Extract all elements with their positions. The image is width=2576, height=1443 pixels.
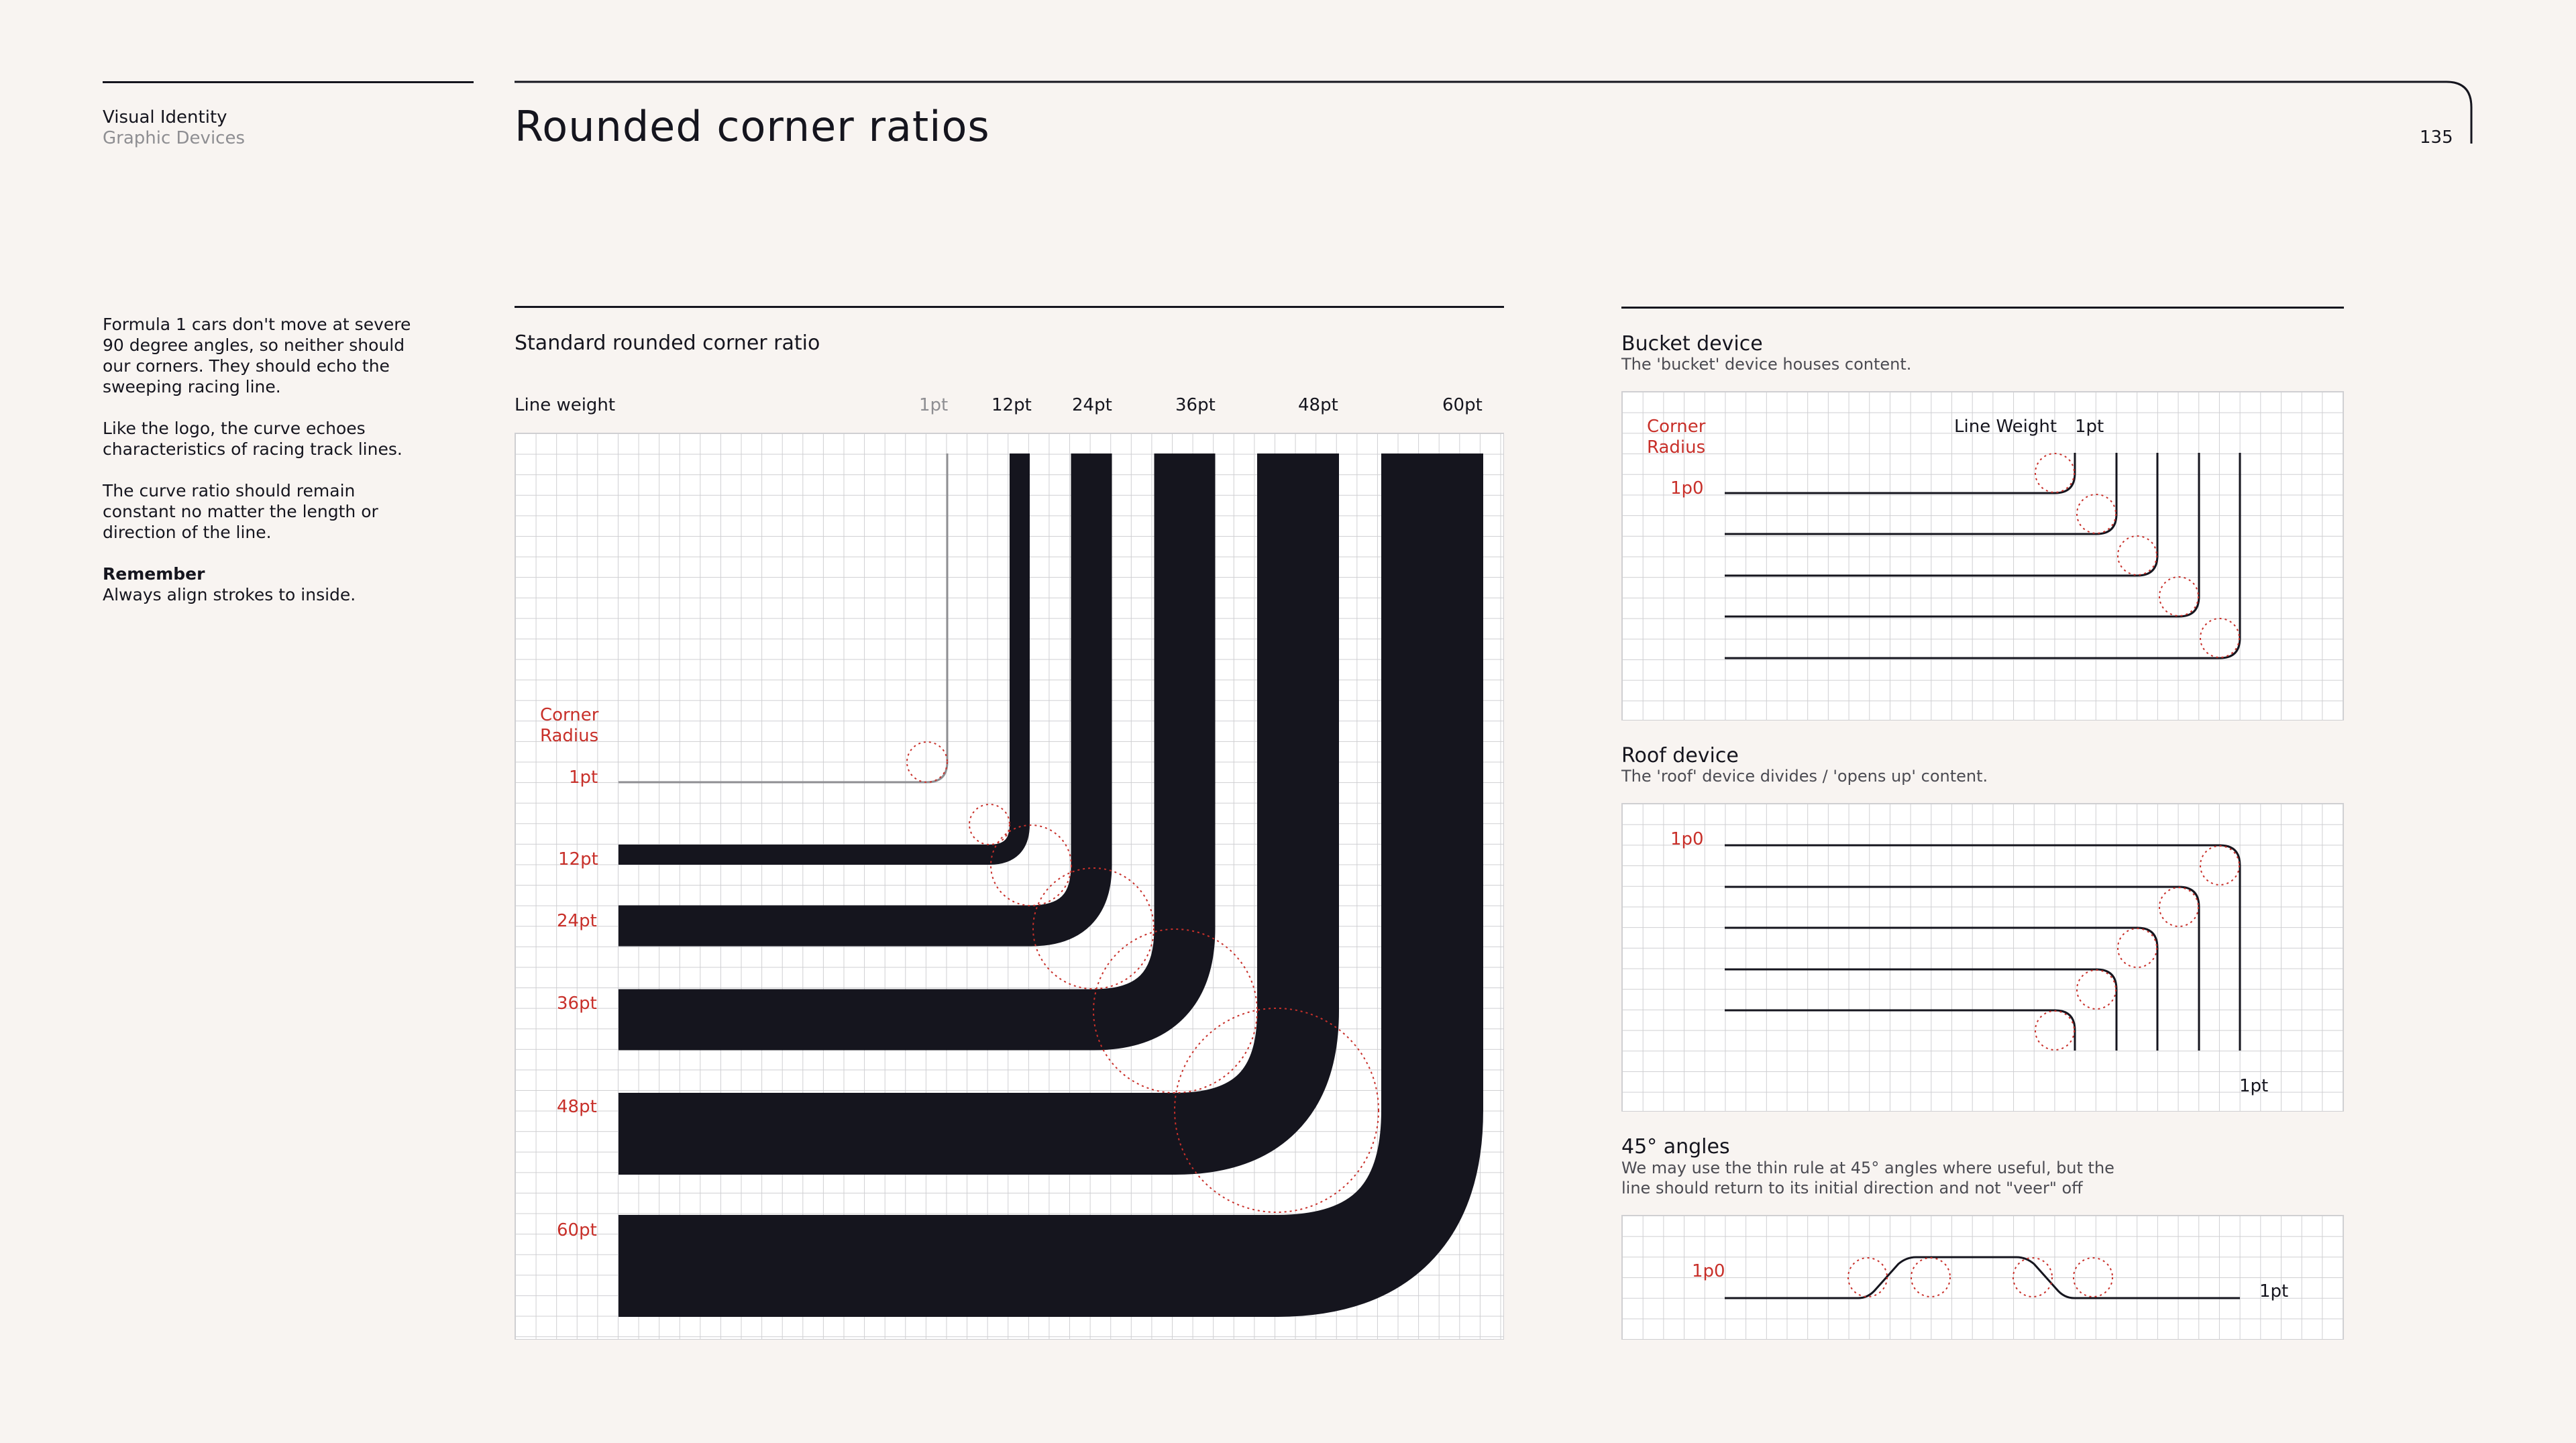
radius-label-60pt: 60pt (557, 1220, 597, 1240)
corner-radius-label-line2: Radius (540, 726, 599, 746)
bucket-corner-radius-line1: Corner (1647, 417, 1706, 437)
corner-line-24pt (619, 453, 1112, 947)
radius-circle-1pt (906, 741, 948, 783)
weight-label-24pt: 24pt (1072, 395, 1112, 415)
bucket-grid (1621, 391, 2344, 720)
radius-label-24pt: 24pt (557, 911, 597, 931)
subsection-label: Graphic Devices (103, 128, 245, 148)
angles-radius-value: 1p0 (1692, 1261, 1725, 1281)
radius-circle-48pt (1093, 928, 1258, 1093)
weight-label-1pt: 1pt (919, 395, 949, 415)
angles-description-1: We may use the thin rule at 45° angles w… (1621, 1159, 2114, 1177)
bucket-corner-radius-line2: Radius (1647, 437, 1706, 458)
bucket-rule (1621, 307, 2344, 309)
weight-label-36pt: 36pt (1175, 395, 1216, 415)
corner-radius-label-line1: Corner (540, 705, 599, 725)
weight-label-60pt: 60pt (1442, 395, 1483, 415)
bucket-description: The 'bucket' device houses content. (1621, 355, 1912, 374)
page-number: 135 (2420, 127, 2453, 148)
bucket-line-weight-value: 1pt (2075, 417, 2104, 437)
roof-grid (1621, 803, 2344, 1112)
header-rule-main (515, 81, 2473, 144)
corner-line-48pt (619, 453, 1339, 1175)
intro-text: Formula 1 cars don't move at severe 90 d… (103, 314, 418, 605)
radius-label-48pt: 48pt (557, 1097, 597, 1117)
roof-title: Roof device (1621, 744, 1739, 767)
roof-line-weight-value: 1pt (2239, 1076, 2269, 1096)
angles-grid (1621, 1215, 2344, 1340)
roof-radius-value: 1p0 (1670, 829, 1704, 849)
angles-line-weight-value: 1pt (2259, 1281, 2289, 1301)
intro-paragraph-1: Formula 1 cars don't move at severe 90 d… (103, 315, 411, 396)
corner-line-60pt (619, 453, 1483, 1317)
standard-title: Standard rounded corner ratio (515, 331, 820, 355)
bucket-line-weight-label: Line Weight (1954, 417, 2057, 437)
standard-rule (515, 306, 1504, 308)
angles-title: 45° angles (1621, 1135, 1730, 1159)
bucket-radius-value: 1p0 (1670, 478, 1704, 498)
remember-title: Remember (103, 564, 205, 584)
header-rule-left (103, 81, 474, 83)
remember-text: Always align strokes to inside. (103, 585, 356, 604)
roof-description: The 'roof' device divides / 'opens up' c… (1621, 767, 1988, 786)
radius-label-36pt: 36pt (557, 994, 597, 1014)
radius-circle-24pt (990, 824, 1072, 906)
radius-circle-60pt (1174, 1008, 1379, 1213)
angles-description-2: line should return to its initial direct… (1621, 1179, 2083, 1197)
intro-paragraph-2: Like the logo, the curve echoes characte… (103, 419, 402, 459)
page-title: Rounded corner ratios (515, 102, 990, 151)
weight-label-48pt: 48pt (1298, 395, 1338, 415)
radius-circle-12pt (969, 804, 1010, 845)
radius-label-12pt: 12pt (558, 849, 598, 869)
weight-label-12pt: 12pt (991, 395, 1032, 415)
radius-circle-36pt (1032, 867, 1155, 990)
line-weight-label: Line weight (515, 395, 616, 415)
intro-paragraph-3: The curve ratio should remain constant n… (103, 481, 378, 542)
corner-line-36pt (619, 453, 1216, 1051)
radius-label-1pt: 1pt (569, 767, 598, 788)
section-label: Visual Identity (103, 107, 227, 127)
bucket-title: Bucket device (1621, 332, 1763, 356)
